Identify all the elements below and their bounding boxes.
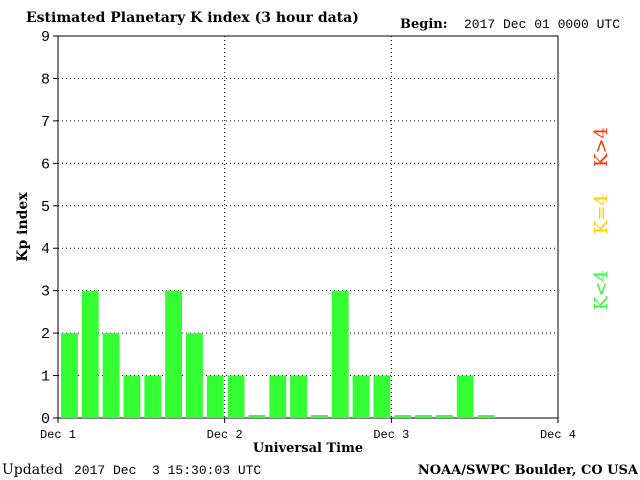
kp-bar [331, 290, 349, 418]
kp-bar [373, 375, 391, 418]
y-tick-label: 6 [41, 156, 50, 173]
kp-bar [352, 375, 370, 418]
legend-k-lt-4: K<4 [591, 270, 612, 310]
kp-bar [269, 375, 287, 418]
grid-lines [58, 36, 558, 418]
y-tick-label: 8 [41, 71, 50, 88]
credit-text: NOAA/SWPC Boulder, CO USA [418, 463, 639, 478]
x-tick-label: Dec 1 [40, 428, 76, 442]
updated-label: Updated [2, 462, 63, 478]
y-axis-ticks: 0 1 2 3 4 5 6 7 8 9 [41, 29, 58, 428]
kp-bar [227, 375, 245, 418]
x-axis-label: Universal Time [253, 441, 363, 456]
kp-bar [186, 333, 203, 418]
kp-bar [61, 333, 78, 418]
bar-series [61, 290, 495, 418]
y-tick-label: 3 [41, 284, 50, 301]
kp-bar [311, 415, 328, 418]
kp-bar [477, 415, 495, 418]
x-tick-label: Dec 4 [540, 428, 576, 442]
y-tick-label: 1 [41, 369, 50, 386]
kp-bar [456, 375, 474, 418]
kp-bar [248, 415, 266, 418]
kp-bar [165, 290, 182, 418]
kp-bar [144, 375, 162, 418]
y-tick-label: 2 [41, 326, 50, 343]
y-tick-label: 5 [41, 199, 50, 216]
legend-k-gt-4: K>4 [591, 127, 612, 167]
x-tick-label: Dec 3 [373, 428, 409, 442]
kp-bar [102, 333, 120, 418]
y-tick-label: 7 [41, 114, 50, 131]
kp-bar [290, 375, 307, 418]
begin-value: 2017 Dec 01 0000 UTC [464, 17, 620, 32]
x-axis-ticks: Dec 1 Dec 2 Dec 3 Dec 4 [40, 418, 576, 442]
begin-label: Begin: [400, 17, 448, 32]
updated-value: 2017 Dec 3 15:30:03 UTC [74, 463, 261, 478]
y-tick-label: 4 [41, 241, 50, 258]
x-tick-label: Dec 2 [207, 428, 243, 442]
kp-bar [81, 290, 99, 418]
legend-k-eq-4: K=4 [591, 194, 612, 234]
kp-bar [394, 415, 412, 418]
y-tick-label: 0 [41, 411, 50, 428]
kp-bar [206, 375, 224, 418]
y-tick-label: 9 [41, 29, 50, 46]
y-axis-label: Kp index [15, 192, 31, 262]
chart-title: Estimated Planetary K index (3 hour data… [26, 10, 359, 26]
kp-bar [123, 375, 141, 418]
kp-bar [415, 415, 432, 418]
kp-bar [436, 415, 453, 418]
plot-area [57, 35, 559, 419]
